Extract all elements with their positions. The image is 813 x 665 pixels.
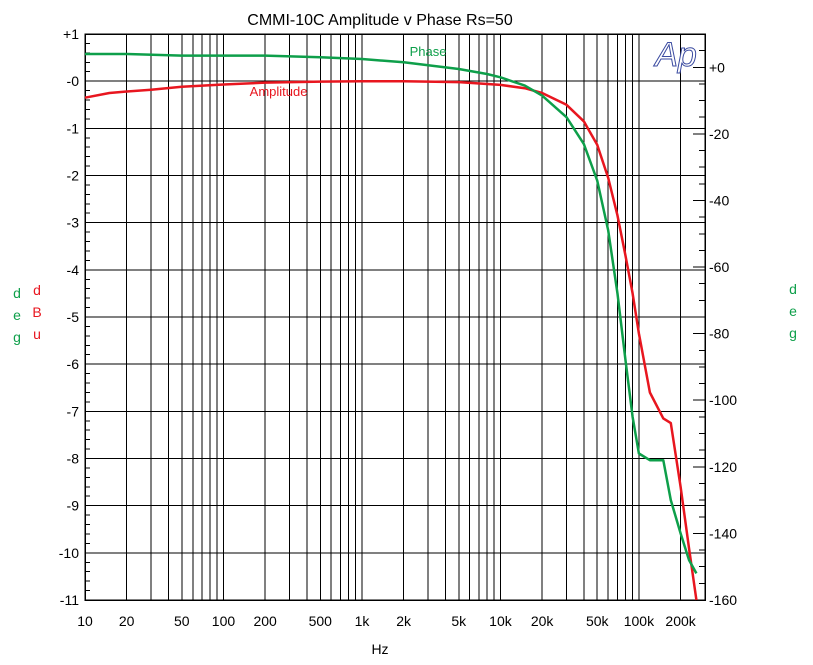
right-tick-label: -60 xyxy=(709,259,729,275)
x-tick-label: 10 xyxy=(77,613,93,629)
x-tick-label: 1k xyxy=(355,613,371,629)
right-tick-label: -160 xyxy=(709,592,737,608)
x-tick-label: 10k xyxy=(489,613,513,629)
ap-logo-text: Ap xyxy=(653,36,697,74)
x-tick-label: 2k xyxy=(396,613,412,629)
left-tick-label: -5 xyxy=(67,309,80,325)
x-tick-label: 100 xyxy=(212,613,236,629)
tick-labels: +1 -0 -1 -2 -3 -4 -5 -6 -7 -8 -9 -10 -11 +0 -20 -40 -60 -… xyxy=(59,26,737,629)
left-tick-label: -0 xyxy=(67,73,80,89)
x-axis-label: Hz xyxy=(371,641,388,657)
amplitude-series-line xyxy=(84,79,698,601)
right-tick-label: -80 xyxy=(709,326,729,342)
x-tick-label: 200 xyxy=(253,613,277,629)
left-tick-label: -8 xyxy=(67,451,80,467)
left-tick-label: -3 xyxy=(67,215,80,231)
right-tick-label: -140 xyxy=(709,525,737,541)
amplitude-series-label: Amplitude xyxy=(250,84,308,99)
left-tick-label: -6 xyxy=(67,356,80,372)
left-tick-label: -10 xyxy=(59,545,79,561)
left-tick-label: -11 xyxy=(60,592,79,608)
x-tick-label: 50 xyxy=(174,613,190,629)
series-lines: Amplitude Phase xyxy=(84,44,698,601)
x-tick-label: 20k xyxy=(531,613,555,629)
grid xyxy=(84,33,706,601)
axis-minor-ticks xyxy=(85,33,705,601)
x-tick-label: 500 xyxy=(309,613,333,629)
x-tick-label: 50k xyxy=(586,613,610,629)
x-tick-label: 100k xyxy=(624,613,655,629)
left-tick-label: +1 xyxy=(63,26,79,42)
right-tick-label: -100 xyxy=(709,392,737,408)
left-tick-label: -1 xyxy=(67,120,80,136)
right-tick-label: -40 xyxy=(709,192,729,208)
right-tick-label: -20 xyxy=(709,126,729,142)
left-tick-label: -2 xyxy=(67,168,80,184)
right-tick-label: +0 xyxy=(709,59,725,75)
ap-logo: Ap xyxy=(653,36,698,75)
phase-series-label: Phase xyxy=(410,44,447,59)
left-tick-label: -4 xyxy=(67,262,80,278)
x-tick-label: 5k xyxy=(451,613,467,629)
left-tick-label: -9 xyxy=(67,498,80,514)
chart-title: CMMI-10C Amplitude v Phase Rs=50 xyxy=(247,12,513,29)
phase-series-line xyxy=(85,52,698,575)
x-tick-label: 20 xyxy=(119,613,135,629)
right-tick-label: -120 xyxy=(709,459,737,475)
left-tick-label: -7 xyxy=(67,403,80,419)
x-tick-label: 200k xyxy=(665,613,696,629)
